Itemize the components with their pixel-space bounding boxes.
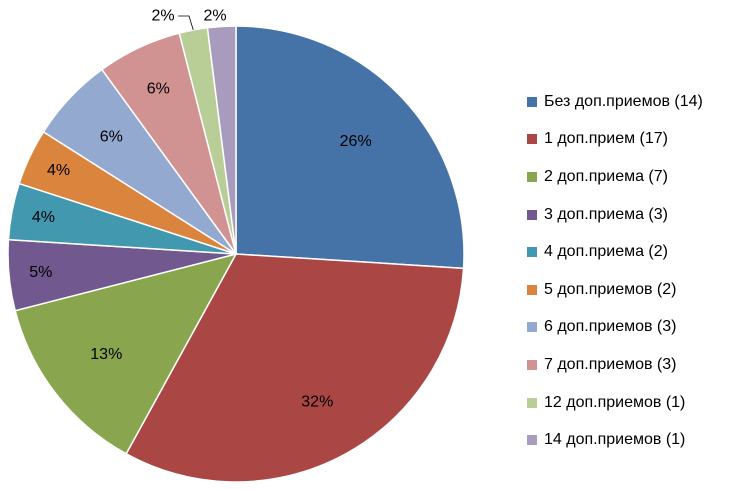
legend-swatch — [527, 247, 537, 258]
legend-label: 4 доп.приема (2) — [544, 243, 668, 261]
legend-swatch — [527, 322, 537, 333]
legend-item: Без доп.приемов (14) — [527, 83, 703, 121]
legend-item: 3 доп.приема (3) — [527, 196, 703, 234]
legend-swatch — [527, 134, 537, 145]
legend-label: 12 доп.приемов (1) — [544, 393, 686, 411]
leader-line — [178, 15, 194, 31]
legend-swatch — [527, 171, 537, 182]
legend-item: 6 доп.приемов (3) — [527, 309, 703, 347]
legend: Без доп.приемов (14) 1 доп.прием (17) 2 до… — [527, 83, 703, 459]
slice-percent-label: 6% — [147, 80, 170, 97]
legend-label: 1 доп.прием (17) — [544, 130, 668, 148]
legend-label: 3 доп.приема (3) — [544, 205, 668, 223]
slice-percent-label: 2% — [151, 8, 174, 25]
legend-label: 7 доп.приемов (3) — [544, 355, 677, 373]
legend-item: 7 доп.приемов (3) — [527, 346, 703, 384]
legend-label: 14 доп.приемов (1) — [544, 431, 686, 449]
legend-swatch — [527, 435, 537, 446]
slice-percent-label: 5% — [29, 264, 52, 281]
legend-item: 4 доп.приема (2) — [527, 233, 703, 271]
pie-slice — [14, 252, 238, 455]
pie-slice — [206, 25, 237, 255]
slice-percent-label: 2% — [203, 8, 226, 25]
slice-percent-label: 26% — [340, 133, 372, 150]
legend-swatch — [527, 209, 537, 220]
slice-percent-label: 32% — [301, 393, 333, 410]
legend-item: 12 доп.приемов (1) — [527, 384, 703, 422]
legend-label: Без доп.приемов (14) — [544, 92, 703, 110]
slice-percent-label: 13% — [90, 346, 122, 363]
pie-labels: 26% 32% 13% 5% 4% 4% 6% 6% 2% 2% — [29, 8, 371, 411]
legend-label: 2 доп.приема (7) — [544, 167, 668, 185]
legend-item: 2 доп.приема (7) — [527, 158, 703, 196]
legend-label: 6 доп.приемов (3) — [544, 318, 677, 336]
pie-slice — [235, 25, 465, 270]
legend-swatch — [527, 397, 537, 408]
slice-percent-label: 4% — [47, 162, 70, 179]
legend-item: 5 доп.приемов (2) — [527, 271, 703, 309]
slice-percent-label: 6% — [100, 128, 123, 145]
legend-swatch — [527, 359, 537, 370]
legend-item: 14 доп.приемов (1) — [527, 421, 703, 459]
pie-slices — [7, 25, 465, 483]
legend-swatch — [527, 96, 537, 107]
slice-percent-label: 4% — [32, 209, 55, 226]
pie-slice — [125, 253, 465, 483]
legend-label: 5 доп.приемов (2) — [544, 280, 677, 298]
legend-item: 1 доп.прием (17) — [527, 121, 703, 159]
legend-swatch — [527, 284, 537, 295]
